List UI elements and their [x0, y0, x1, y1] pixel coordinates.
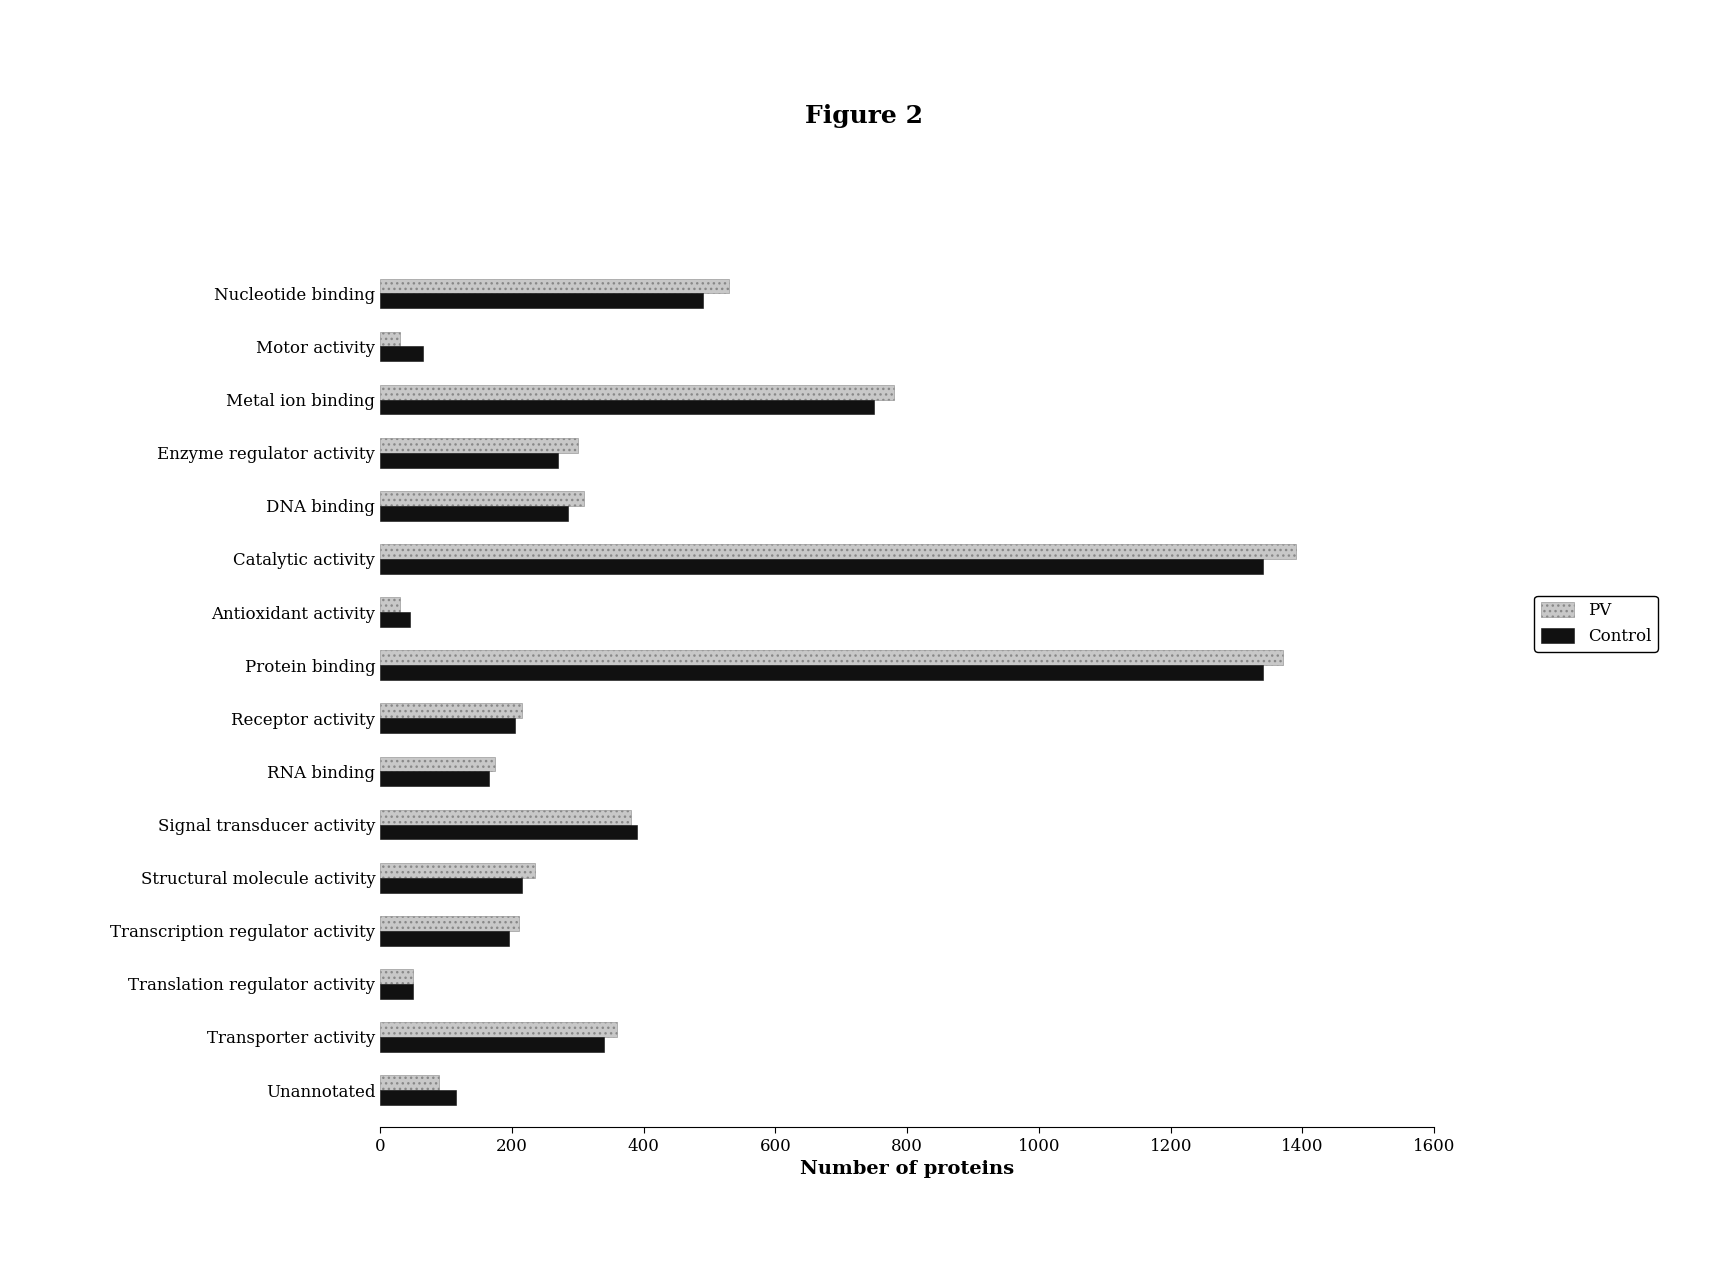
- Bar: [380, 703, 522, 719]
- X-axis label: Number of proteins: Number of proteins: [800, 1161, 1014, 1179]
- Bar: [380, 665, 1263, 680]
- Bar: [380, 1075, 439, 1090]
- Bar: [380, 506, 569, 520]
- Bar: [380, 452, 558, 468]
- Bar: [380, 968, 413, 984]
- Bar: [380, 825, 638, 839]
- Bar: [380, 438, 577, 452]
- Bar: [380, 1090, 456, 1106]
- Bar: [380, 916, 518, 931]
- Bar: [380, 771, 489, 787]
- Bar: [380, 332, 399, 346]
- Bar: [380, 612, 410, 626]
- Bar: [380, 346, 423, 361]
- Bar: [380, 719, 515, 733]
- Bar: [380, 877, 522, 893]
- Bar: [380, 559, 1263, 574]
- Bar: [380, 293, 703, 309]
- Bar: [380, 400, 874, 415]
- Bar: [380, 757, 496, 771]
- Bar: [380, 810, 631, 825]
- Bar: [380, 1022, 617, 1038]
- Text: Figure 2: Figure 2: [805, 104, 923, 128]
- Legend: PV, Control: PV, Control: [1534, 596, 1657, 652]
- Bar: [380, 863, 536, 877]
- Bar: [380, 491, 584, 506]
- Bar: [380, 544, 1296, 559]
- Bar: [380, 384, 893, 400]
- Bar: [380, 1038, 605, 1052]
- Bar: [380, 984, 413, 999]
- Bar: [380, 651, 1282, 665]
- Bar: [380, 597, 399, 612]
- Bar: [380, 278, 729, 293]
- Bar: [380, 931, 508, 945]
